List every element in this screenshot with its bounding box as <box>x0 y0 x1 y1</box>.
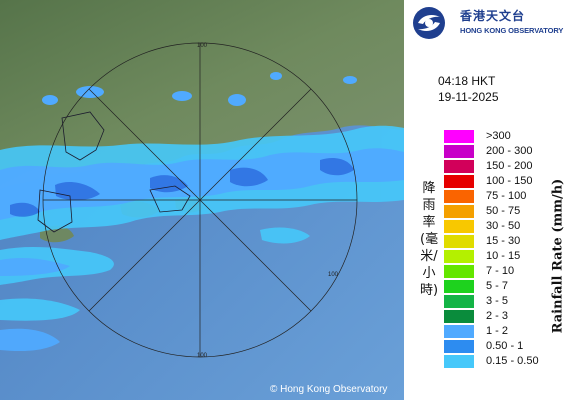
hko-emblem-icon <box>413 7 445 39</box>
legend-swatch <box>444 175 474 188</box>
legend-bin-label: 0.50 - 1 <box>486 340 524 352</box>
legend-panel: 香港天文台 HONG KONG OBSERVATORY 04:18 HKT 19… <box>404 0 577 400</box>
legend-title-en: Rainfall Rate (mm/h) <box>550 178 566 334</box>
copyright-text: © Hong Kong Observatory <box>270 384 388 395</box>
legend-bin-label: 7 - 10 <box>486 265 515 277</box>
legend-swatch <box>444 145 474 158</box>
legend-bin-label: 5 - 7 <box>486 280 509 292</box>
radar-map: 100 100 100 © Hong Kong Observatory <box>0 0 404 400</box>
legend-bin-label: 50 - 75 <box>486 205 521 217</box>
radar-map-canvas: 100 100 100 <box>0 0 404 400</box>
ring-label-north: 100 <box>197 43 208 49</box>
legend-swatch <box>444 280 474 293</box>
legend-swatch <box>444 295 474 308</box>
legend-swatch <box>444 325 474 338</box>
legend-swatch <box>444 265 474 278</box>
legend-bin-label: 30 - 50 <box>486 220 521 232</box>
legend-swatch <box>444 355 474 368</box>
legend-bin-label: 2 - 3 <box>486 310 509 322</box>
legend-title-en-wrap: Rainfall Rate (mm/h) <box>547 166 569 346</box>
legend-swatch <box>444 130 474 143</box>
legend-swatch <box>444 310 474 323</box>
legend-bin-label: 0.15 - 0.50 <box>486 355 539 367</box>
logo-name-en: HONG KONG OBSERVATORY <box>460 26 564 35</box>
legend-swatch <box>444 160 474 173</box>
rain-medium <box>0 148 404 352</box>
legend-swatch <box>444 250 474 263</box>
rain-cells-north <box>42 72 357 106</box>
legend-swatch <box>444 220 474 233</box>
land-mainland <box>0 0 404 190</box>
ring-labels: 100 100 100 <box>197 43 339 359</box>
date-stamp: 19-11-2025 <box>438 90 499 104</box>
legend-swatch <box>444 235 474 248</box>
legend-bin-label: 1 - 2 <box>486 325 509 337</box>
legend-bin-label: 10 - 15 <box>486 250 521 262</box>
legend-swatch <box>444 190 474 203</box>
legend-bin-label: >300 <box>486 130 511 142</box>
legend-title-zh: 降雨率(毫米/小時) <box>420 181 439 298</box>
legend-bin-label: 200 - 300 <box>486 145 533 157</box>
time-stamp: 04:18 HKT <box>438 74 496 88</box>
legend-bin-label: 3 - 5 <box>486 295 509 307</box>
ring-label-south: 100 <box>197 353 208 359</box>
legend-bin-label: 75 - 100 <box>486 190 527 202</box>
legend-bin-label: 100 - 150 <box>486 175 533 187</box>
range-rings <box>42 42 358 358</box>
legend-bin-label: 150 - 200 <box>486 160 533 172</box>
legend-swatch <box>444 205 474 218</box>
boundaries <box>37 111 191 233</box>
legend-swatch <box>444 340 474 353</box>
hko-logo: 香港天文台 HONG KONG OBSERVATORY <box>412 6 577 42</box>
ring-label-east: 100 <box>328 272 339 278</box>
logo-name-zh: 香港天文台 <box>460 9 526 23</box>
legend-bin-label: 15 - 30 <box>486 235 521 247</box>
